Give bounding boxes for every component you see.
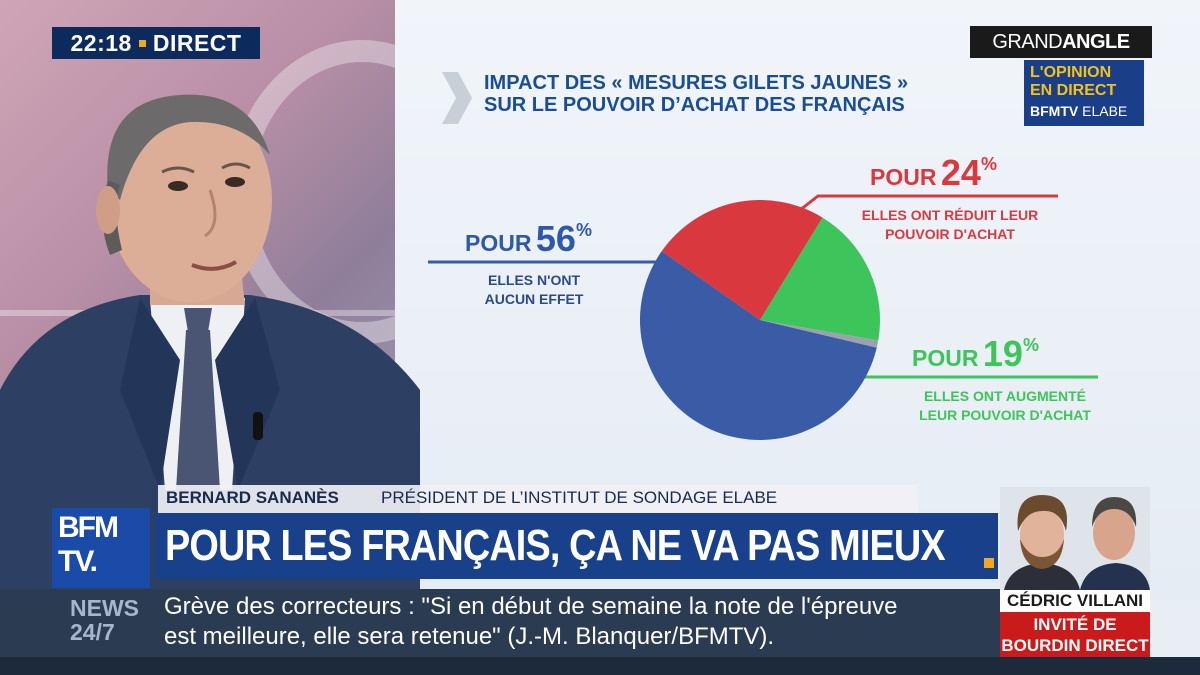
guest-photos — [1000, 487, 1150, 590]
label-value: 56 — [535, 218, 576, 259]
ticker-line1: Grève des correcteurs : "Si en début de … — [164, 593, 898, 620]
news-label: NEWS 24/7 — [70, 596, 139, 644]
guest-cta-line2: BOURDIN DIRECT — [1001, 636, 1149, 655]
opinion-line3a: BFMTV — [1030, 103, 1079, 119]
ticker-line2: est meilleure, elle sera retenue" (J.-M.… — [164, 623, 775, 650]
label-prefix: POUR — [912, 345, 979, 371]
leader-line-reduced — [799, 194, 1058, 212]
name-strip — [158, 485, 918, 513]
label-value: 24 — [940, 152, 981, 193]
pie-slice-reduced — [661, 199, 823, 320]
opinion-line1: L'OPINION — [1030, 64, 1112, 81]
label-value: 19 — [982, 333, 1023, 374]
opinion-line3: BFMTV ELABE — [1030, 103, 1127, 119]
chart-title-line2: SUR LE POUVOIR D’ACHAT DES FRANÇAIS — [484, 94, 905, 116]
clock-badge: 22:18 DIRECT — [52, 27, 260, 59]
guest-cta: INVITÉ DE BOURDIN DIRECT — [1000, 612, 1150, 658]
program-logo: GRAND ANGLE — [970, 26, 1152, 58]
chart-title-line1: IMPACT DES « MESURES GILETS JAUNES » — [484, 72, 909, 94]
label-unit: % — [575, 220, 592, 240]
pie-slice-increased — [760, 217, 880, 341]
news-label-line2: 24/7 — [70, 619, 115, 645]
label-increased-desc: ELLES ONT AUGMENTÉ LEUR POUVOIR D'ACHAT — [900, 387, 1110, 425]
program-logo-part2: ANGLE — [1062, 30, 1130, 53]
label-unit: % — [1022, 335, 1039, 355]
opinion-line2: EN DIRECT — [1030, 82, 1117, 99]
guest-cta-line1: INVITÉ DE — [1033, 615, 1117, 634]
headline-bar: POUR LES FRANÇAIS, ÇA NE VA PAS MIEUX — [155, 513, 998, 579]
channel-logo-line1: BFM — [58, 511, 119, 544]
channel-logo-line2: TV. — [58, 545, 98, 578]
desc-line: ELLES ONT RÉDUIT LEUR — [861, 207, 1039, 223]
pie-slice-remainder — [760, 320, 879, 348]
desc-line: ELLES N'ONT — [488, 272, 580, 288]
label-increased-pct: POUR 19% — [912, 333, 1039, 375]
program-logo-part1: GRAND — [992, 30, 1063, 53]
speaker-title: PRÉSIDENT DE L’INSTITUT DE SONDAGE ELABE — [381, 488, 778, 507]
desc-line: LEUR POUVOIR D'ACHAT — [919, 407, 1091, 423]
opinion-line3b: ELABE — [1082, 103, 1128, 119]
news-ticker — [0, 589, 1000, 657]
clock-time: 22:18 — [70, 29, 132, 56]
desc-line: AUCUN EFFET — [484, 291, 584, 307]
ticker-bottom-strip — [0, 657, 1200, 675]
speaker-name: BERNARD SANANÈS — [166, 488, 339, 507]
desc-line: ELLES ONT AUGMENTÉ — [923, 388, 1087, 404]
label-reduced-pct: POUR 24% — [870, 152, 997, 194]
desc-line: POUVOIR D'ACHAT — [885, 226, 1015, 242]
headline: POUR LES FRANÇAIS, ÇA NE VA PAS MIEUX — [165, 521, 946, 570]
live-status: DIRECT — [152, 29, 242, 56]
guest-name: CÉDRIC VILLANI — [1000, 590, 1150, 612]
news-label-line1: NEWS — [70, 595, 139, 621]
label-unit: % — [980, 154, 997, 174]
separator-dot — [138, 39, 146, 47]
label-no-effect-pct: POUR 56% — [465, 218, 592, 260]
pie-slice-no-effect — [640, 251, 877, 441]
label-no-effect-desc: ELLES N'ONT AUCUN EFFET — [470, 271, 598, 309]
label-prefix: POUR — [465, 230, 532, 256]
opinion-badge: L'OPINION EN DIRECT BFMTV ELABE — [1024, 60, 1144, 126]
headline-accent-dot — [984, 558, 994, 568]
label-reduced-desc: ELLES ONT RÉDUIT LEUR POUVOIR D'ACHAT — [832, 206, 1068, 244]
channel-logo: BFM TV. — [52, 508, 150, 588]
ticker-text: Grève des correcteurs : "Si en début de … — [164, 592, 994, 652]
chevron-right-icon — [442, 72, 472, 124]
label-prefix: POUR — [870, 164, 937, 190]
chart-title: IMPACT DES « MESURES GILETS JAUNES » SUR… — [484, 72, 1004, 116]
